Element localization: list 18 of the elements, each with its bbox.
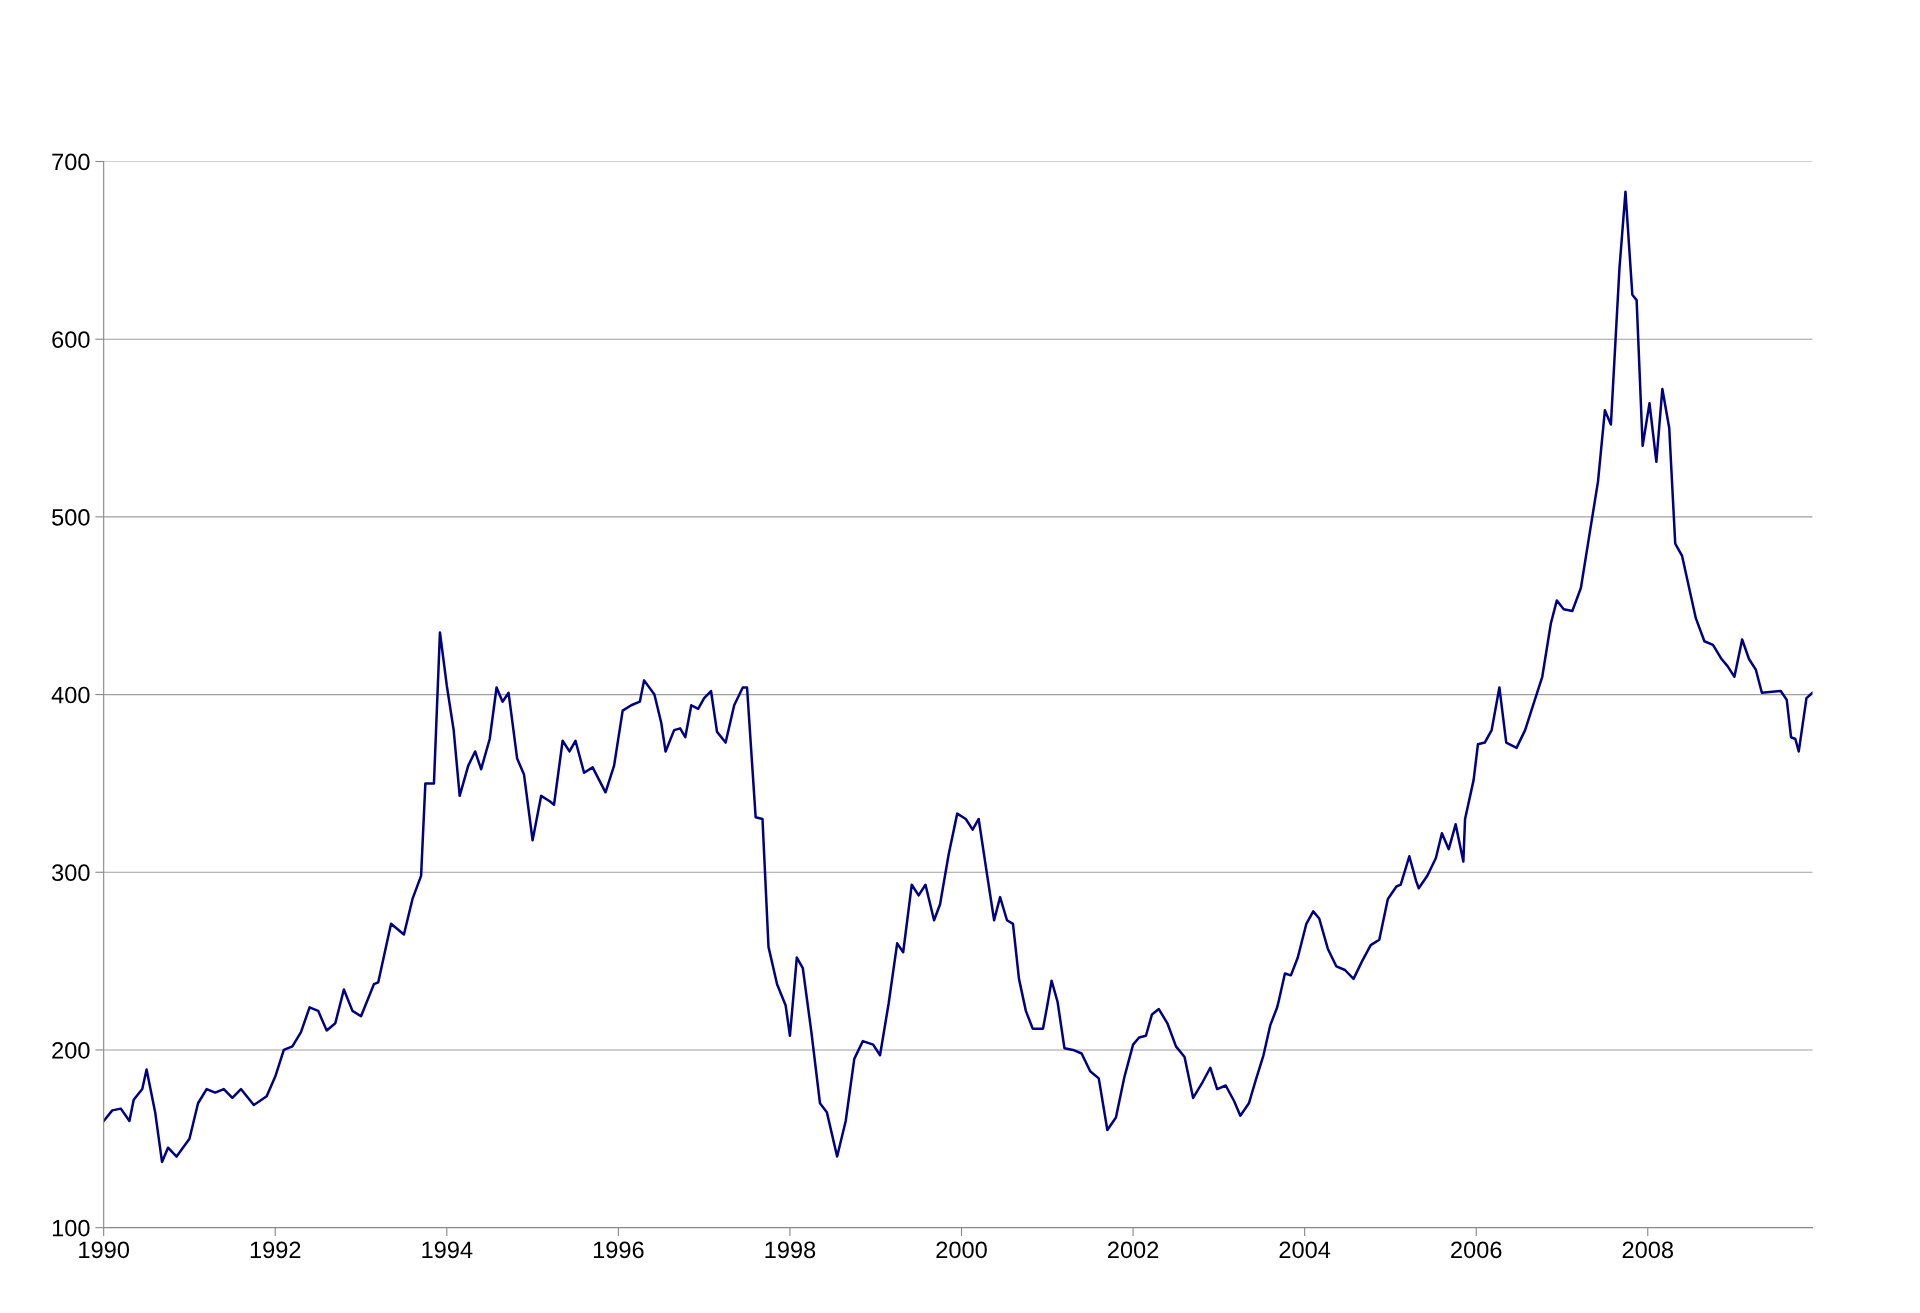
x-tick-label: 1996 bbox=[593, 1241, 644, 1259]
y-tick-label: 200 bbox=[52, 1042, 90, 1059]
line-series bbox=[103, 190, 1813, 1164]
y-tick-label: 300 bbox=[52, 864, 90, 882]
x-tick-label: 1994 bbox=[422, 1241, 473, 1259]
x-tick-label: 1992 bbox=[250, 1241, 301, 1259]
y-tick-label: 100 bbox=[52, 1219, 90, 1237]
x-tick-label: 2004 bbox=[1279, 1241, 1331, 1259]
y-tick-label: 400 bbox=[51, 686, 90, 704]
x-tick-label: 2002 bbox=[1108, 1241, 1159, 1259]
y-tick-label: 600 bbox=[52, 331, 90, 348]
x-tick-label: 1998 bbox=[765, 1241, 816, 1259]
x-tick-label: 2006 bbox=[1451, 1241, 1502, 1259]
x-tick-label: 2000 bbox=[936, 1241, 987, 1259]
x-tick-label: 2008 bbox=[1622, 1241, 1674, 1259]
x-tick-label: 1990 bbox=[79, 1241, 130, 1259]
y-tick-label: 500 bbox=[52, 508, 90, 526]
y-tick-label: 700 bbox=[52, 153, 90, 171]
